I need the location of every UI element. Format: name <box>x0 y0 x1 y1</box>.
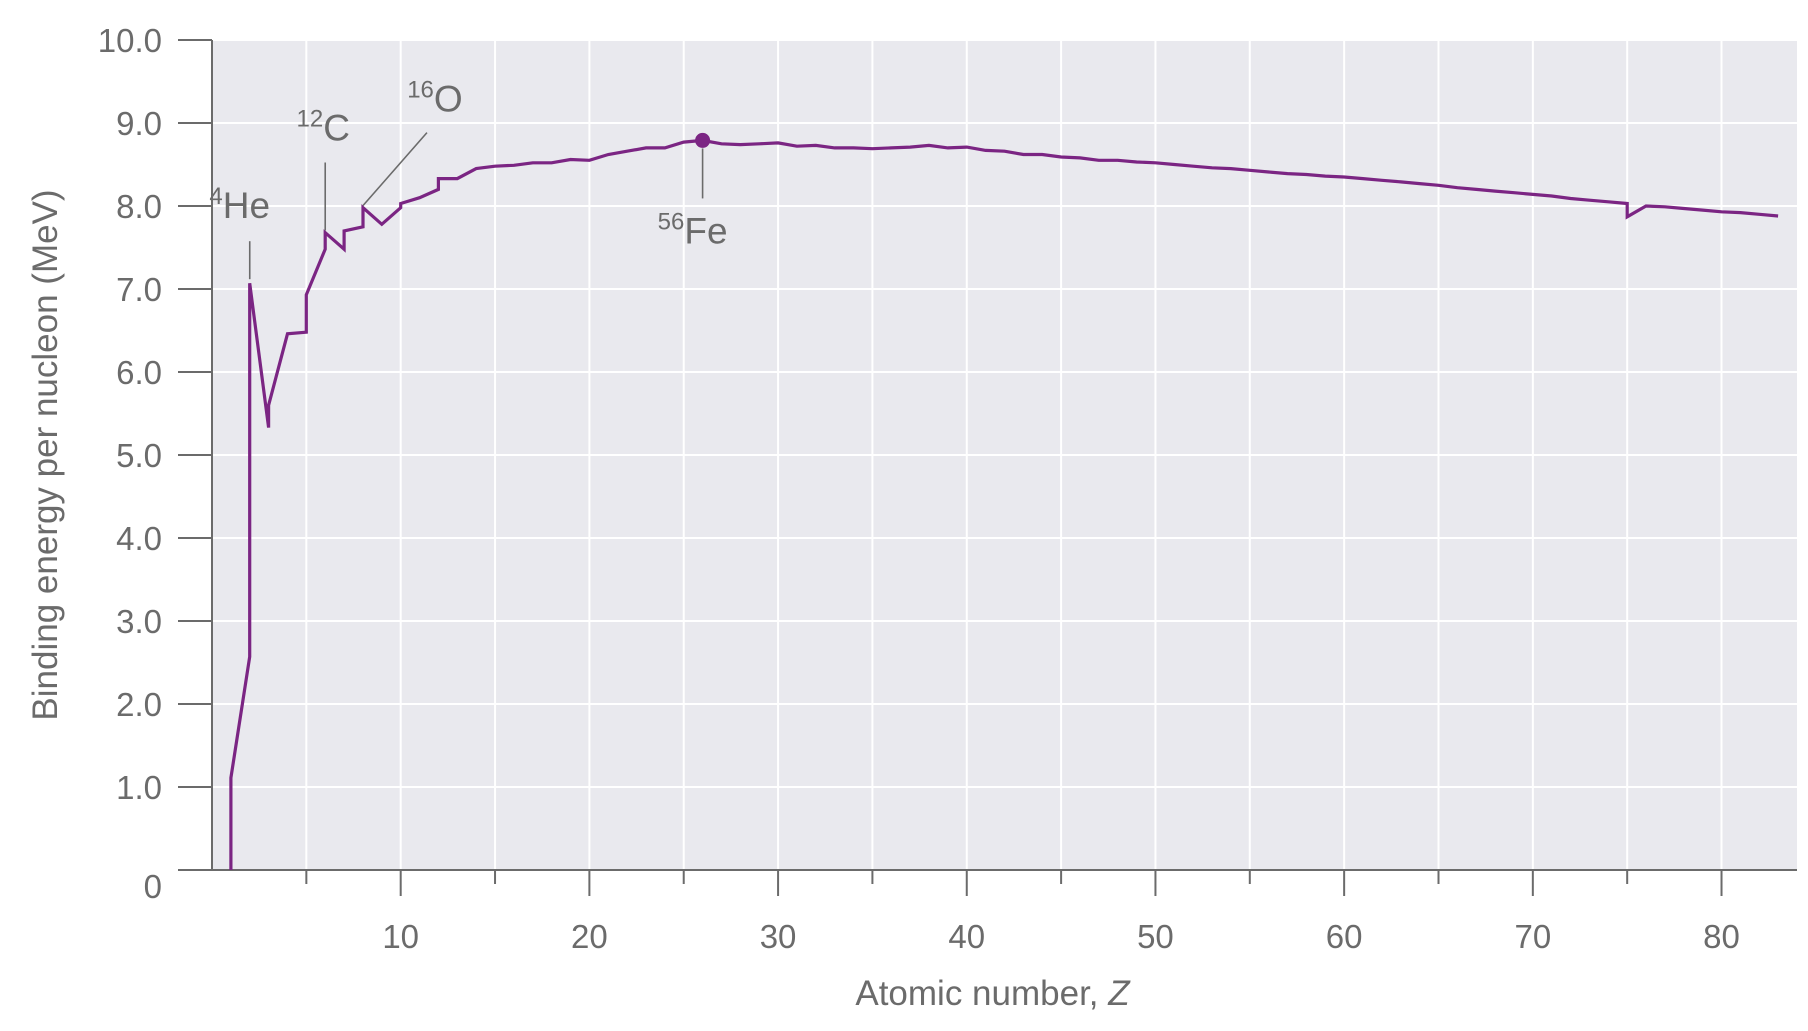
annotation-element-symbol: C <box>323 108 350 149</box>
x-tick-label: 70 <box>1514 918 1551 955</box>
x-axis-label-variable: Z <box>1107 974 1131 1013</box>
annotation-leader-o <box>362 132 428 207</box>
x-axis-ticks: 10 20 30 40 50 60 70 80 <box>305 870 1740 955</box>
series-group <box>229 132 1779 870</box>
y-tick-label: 9.0 <box>116 105 162 142</box>
annotation-o: 16O <box>407 77 462 120</box>
grid-lines <box>212 39 1797 870</box>
y-tick-label: 4.0 <box>116 520 162 557</box>
y-tick-label: 8.0 <box>116 188 162 225</box>
annotation-c: 12C <box>296 106 349 149</box>
annotation-element-symbol: O <box>434 79 463 120</box>
annotation-he: 4He <box>209 183 270 226</box>
annotation-mass-number: 4 <box>209 183 222 210</box>
annotation-element-symbol: Fe <box>684 210 727 251</box>
x-axis-label: Atomic number, Z <box>855 974 1131 1013</box>
y-tick-label: 1.0 <box>116 769 162 806</box>
x-axis-label-text: Atomic number, <box>855 974 1108 1013</box>
y-tick-label: 7.0 <box>116 271 162 308</box>
y-tick-label: 10.0 <box>98 22 162 59</box>
y-tick-label: 3.0 <box>116 603 162 640</box>
annotation-mass-number: 12 <box>296 106 323 133</box>
x-tick-label: 80 <box>1703 918 1740 955</box>
x-tick-label: 40 <box>948 918 985 955</box>
y-tick-label: 2.0 <box>116 686 162 723</box>
y-axis-label: Binding energy per nucleon (MeV) <box>26 189 65 720</box>
x-tick-label: 50 <box>1137 918 1174 955</box>
annotation-mass-number: 16 <box>407 77 434 104</box>
annotation-mass-number: 56 <box>658 208 685 235</box>
iron-56-point <box>695 132 711 148</box>
y-axis-ticks: 0 1.0 2.0 3.0 4.0 5.0 6.0 7.0 8.0 9.0 10.0 <box>98 22 212 905</box>
x-tick-label: 30 <box>760 918 797 955</box>
x-tick-label: 10 <box>382 918 419 955</box>
annotations: 4He 12C 16O 56Fe <box>209 77 728 280</box>
x-tick-label: 20 <box>571 918 608 955</box>
x-tick-label: 60 <box>1326 918 1363 955</box>
y-tick-label: 5.0 <box>116 437 162 474</box>
annotation-fe: 56Fe <box>658 208 728 251</box>
y-tick-label: 6.0 <box>116 354 162 391</box>
y-tick-label: 0 <box>144 868 162 905</box>
annotation-element-symbol: He <box>223 185 270 226</box>
series-line <box>229 138 1779 870</box>
